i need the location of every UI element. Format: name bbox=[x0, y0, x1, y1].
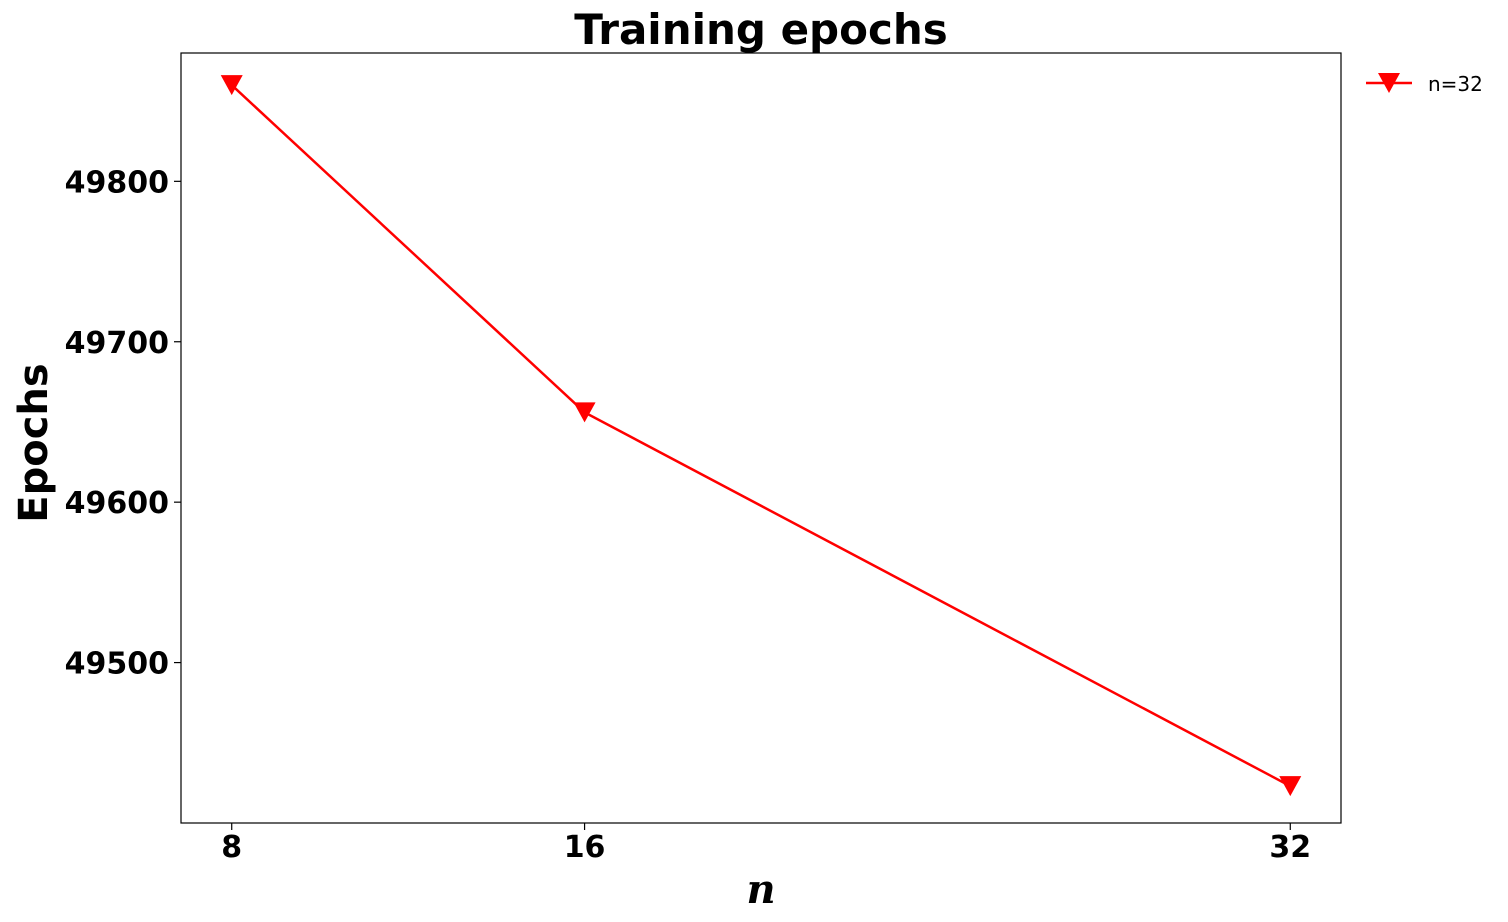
legend: n=32 bbox=[1366, 72, 1483, 96]
x-tick-label: 16 bbox=[564, 830, 606, 865]
y-tick-label: 49800 bbox=[65, 165, 169, 200]
legend-marker-triangle-down-icon bbox=[1378, 73, 1400, 93]
y-axis-label: Epochs bbox=[11, 363, 57, 522]
x-axis: 8 16 32 bbox=[221, 823, 1311, 865]
y-tick-label: 49600 bbox=[65, 486, 169, 521]
legend-label: n=32 bbox=[1428, 72, 1483, 96]
data-point-marker bbox=[573, 402, 596, 423]
data-point-marker bbox=[220, 75, 243, 96]
series-layer bbox=[220, 75, 1302, 797]
x-axis-label: n bbox=[746, 866, 775, 913]
chart-title: Training epochs bbox=[574, 5, 948, 54]
plot-area-frame bbox=[180, 52, 1342, 824]
x-tick-label: 32 bbox=[1269, 830, 1311, 865]
y-tick-label: 49700 bbox=[65, 326, 169, 361]
y-axis: 49500 49600 49700 49800 bbox=[65, 165, 181, 682]
x-tick-label: 8 bbox=[221, 830, 242, 865]
data-point-marker bbox=[1279, 776, 1302, 797]
series-line bbox=[230, 84, 1291, 788]
y-tick-label: 49500 bbox=[65, 647, 169, 682]
